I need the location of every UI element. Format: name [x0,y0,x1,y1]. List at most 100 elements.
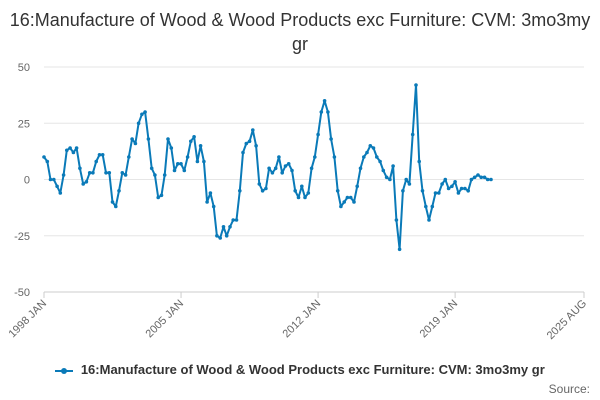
data-point[interactable] [65,148,69,153]
data-point[interactable] [375,155,379,159]
data-point[interactable] [78,166,82,171]
data-point[interactable] [368,144,373,148]
data-point[interactable] [91,171,95,175]
data-point[interactable] [306,191,311,195]
data-point[interactable] [453,180,457,184]
data-point[interactable] [345,195,350,200]
data-point[interactable] [342,200,347,204]
data-point[interactable] [391,164,395,168]
data-point[interactable] [123,173,128,177]
data-point[interactable] [238,189,242,193]
data-point[interactable] [140,112,144,117]
data-point[interactable] [205,200,209,204]
data-point[interactable] [335,189,340,193]
data-point[interactable] [169,146,174,150]
data-point[interactable] [257,182,262,186]
legend[interactable]: 16:Manufacture of Wood & Wood Products e… [0,362,600,377]
data-point[interactable] [293,189,298,193]
data-point[interactable] [52,177,56,182]
data-point[interactable] [241,150,245,155]
data-point[interactable] [316,132,320,137]
data-point[interactable] [234,218,239,222]
data-point[interactable] [172,168,177,173]
data-point[interactable] [146,137,151,141]
data-point[interactable] [202,159,206,164]
data-point[interactable] [313,155,317,159]
data-point[interactable] [104,171,108,175]
data-point[interactable] [469,177,474,182]
data-point[interactable] [378,159,382,164]
data-point[interactable] [42,155,46,159]
data-point[interactable] [286,162,291,166]
data-point[interactable] [143,110,147,114]
data-point[interactable] [332,155,337,159]
data-point[interactable] [303,195,307,200]
data-point[interactable] [404,177,409,182]
data-point[interactable] [290,168,294,173]
data-point[interactable] [365,150,369,155]
data-point[interactable] [179,162,183,166]
data-point[interactable] [322,99,327,103]
data-point[interactable] [479,175,484,180]
data-point[interactable] [420,189,425,193]
data-point[interactable] [437,191,441,195]
data-point[interactable] [430,204,435,209]
data-point[interactable] [296,195,301,200]
data-point[interactable] [156,195,160,200]
data-point[interactable] [107,171,112,175]
data-point[interactable] [195,159,200,164]
data-point[interactable] [472,175,477,180]
data-point[interactable] [466,189,471,193]
data-point[interactable] [208,191,213,195]
data-point[interactable] [215,234,219,238]
data-point[interactable] [74,146,79,150]
legend-label[interactable]: 16:Manufacture of Wood & Wood Products e… [80,362,545,377]
data-point[interactable] [394,218,399,222]
data-point[interactable] [176,162,180,166]
data-point[interactable] [270,171,275,175]
data-point[interactable] [384,175,389,180]
data-point[interactable] [94,159,98,164]
data-point[interactable] [277,155,281,159]
data-point[interactable] [319,110,324,114]
data-point[interactable] [407,182,412,186]
data-point[interactable] [228,225,232,229]
data-point[interactable] [362,155,366,159]
data-point[interactable] [224,234,229,238]
data-point[interactable] [358,166,363,171]
data-point[interactable] [485,177,490,182]
data-point[interactable] [280,171,285,175]
data-point[interactable] [221,225,226,229]
data-point[interactable] [260,189,265,193]
data-point[interactable] [329,137,333,141]
data-point[interactable] [189,139,193,144]
data-point[interactable] [440,182,444,186]
series-line[interactable] [43,84,491,251]
data-point[interactable] [110,200,115,204]
data-point[interactable] [283,164,288,168]
data-point[interactable] [381,168,386,173]
data-point[interactable] [84,180,89,184]
data-point[interactable] [71,150,76,155]
data-point[interactable] [185,155,190,159]
data-point[interactable] [45,159,50,164]
data-point[interactable] [61,173,66,177]
data-point[interactable] [300,184,304,189]
data-point[interactable] [100,153,105,157]
data-point[interactable] [231,218,235,222]
data-point[interactable] [397,247,402,252]
data-point[interactable] [81,182,85,186]
data-point[interactable] [427,218,431,222]
data-point[interactable] [127,155,131,159]
data-point[interactable] [267,166,271,171]
data-point[interactable] [443,177,448,182]
data-point[interactable] [417,159,422,164]
data-point[interactable] [153,173,157,177]
data-point[interactable] [371,146,376,150]
data-point[interactable] [251,128,255,132]
data-point[interactable] [247,139,252,144]
data-point[interactable] [130,137,134,141]
data-point[interactable] [273,166,278,171]
data-point[interactable] [198,144,203,148]
data-point[interactable] [446,186,451,191]
